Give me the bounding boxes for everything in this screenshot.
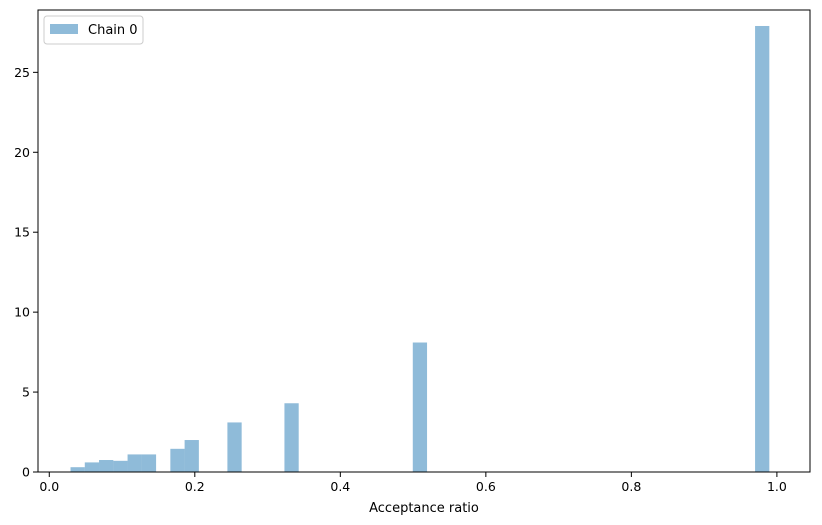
y-tick-label: 15 bbox=[14, 225, 30, 240]
histogram-bar bbox=[755, 25, 770, 473]
histogram-bar bbox=[113, 460, 128, 472]
y-tick-label: 25 bbox=[14, 65, 30, 80]
histogram-bar bbox=[99, 460, 114, 472]
x-tick-label: 0.6 bbox=[476, 479, 496, 494]
histogram-bar bbox=[227, 422, 242, 472]
legend-swatch-chain-0 bbox=[50, 24, 78, 34]
legend-box bbox=[43, 15, 144, 45]
legend: Chain 0 bbox=[43, 15, 144, 45]
legend-label-chain-0: Chain 0 bbox=[88, 23, 138, 38]
y-axis-ticks: 0 5 10 15 20 25 bbox=[14, 65, 38, 480]
x-tick-label: 0.4 bbox=[330, 479, 350, 494]
plot-frame bbox=[37, 9, 811, 473]
x-axis-label: Acceptance ratio bbox=[369, 501, 479, 516]
histogram-bar bbox=[412, 342, 428, 472]
histogram-bar bbox=[127, 454, 142, 472]
histogram-bar bbox=[170, 448, 185, 472]
x-tick-label: 0.8 bbox=[621, 479, 641, 494]
histogram-bar bbox=[84, 462, 100, 472]
y-tick-label: 0 bbox=[22, 465, 30, 480]
histogram-bar bbox=[70, 467, 85, 472]
x-axis-ticks: 0.0 0.2 0.4 0.6 0.8 1.0 bbox=[39, 472, 787, 494]
histogram-bars bbox=[70, 25, 770, 473]
x-tick-label: 0.0 bbox=[39, 479, 59, 494]
x-tick-label: 0.2 bbox=[185, 479, 205, 494]
x-tick-label: 1.0 bbox=[767, 479, 787, 494]
y-tick-label: 20 bbox=[14, 145, 30, 160]
histogram-bar bbox=[184, 440, 199, 472]
y-tick-label: 5 bbox=[22, 385, 30, 400]
histogram-bar bbox=[141, 454, 157, 472]
histogram-bar bbox=[284, 403, 299, 472]
y-tick-label: 10 bbox=[14, 305, 30, 320]
